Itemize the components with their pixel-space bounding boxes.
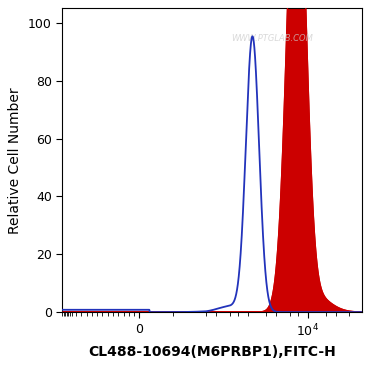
Text: WWW.PTGLAB.COM: WWW.PTGLAB.COM: [231, 34, 313, 43]
X-axis label: CL488-10694(M6PRBP1),FITC-H: CL488-10694(M6PRBP1),FITC-H: [88, 345, 336, 359]
Y-axis label: Relative Cell Number: Relative Cell Number: [9, 87, 22, 233]
